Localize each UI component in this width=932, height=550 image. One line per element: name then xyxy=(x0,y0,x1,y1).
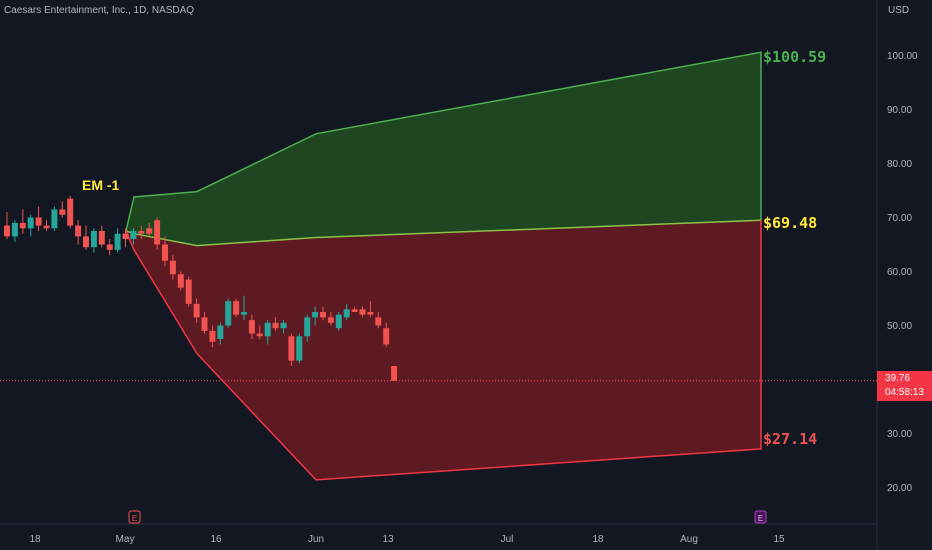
earnings-marker-label: E xyxy=(132,514,137,523)
candle-body xyxy=(51,209,58,229)
candle-body xyxy=(169,260,176,275)
candle-body xyxy=(130,231,137,240)
candle-body xyxy=(272,322,279,329)
time-axis-tick: Aug xyxy=(680,534,698,545)
price-axis[interactable]: 20.0030.0040.0050.0060.0070.0080.0090.00… xyxy=(887,51,918,494)
price-axis-tick: 80.00 xyxy=(887,159,912,170)
lower-target-label: $27.14 xyxy=(763,430,817,448)
candle-body xyxy=(217,325,224,339)
time-axis-tick: 13 xyxy=(382,534,394,545)
symbol-title[interactable]: Caesars Entertainment, Inc., 1D, NASDAQ xyxy=(4,5,195,16)
candle-body xyxy=(367,312,374,315)
earnings-marker-label: E xyxy=(758,514,763,523)
candle-body xyxy=(241,312,247,315)
candle-body xyxy=(11,222,18,237)
candle-body xyxy=(359,309,366,315)
candle-body xyxy=(248,320,255,334)
candle-body xyxy=(114,233,121,250)
candle-body xyxy=(27,217,34,229)
upper-band-fill xyxy=(126,52,761,246)
candle-body xyxy=(233,301,240,315)
price-axis-tick: 50.00 xyxy=(887,321,912,332)
candle-body xyxy=(193,303,200,318)
candle-body xyxy=(4,225,10,237)
candle-body xyxy=(375,317,382,326)
candle-body xyxy=(75,225,82,237)
candle-body xyxy=(312,312,319,318)
time-axis[interactable]: 18 May 16 Jun 13 Jul 18 Aug 15 xyxy=(29,534,785,545)
time-axis-tick: Jul xyxy=(501,534,514,545)
candle-body xyxy=(288,336,295,361)
candle-body xyxy=(335,314,342,329)
candle-body xyxy=(383,328,390,345)
candle-body xyxy=(209,330,216,342)
time-axis-tick: 16 xyxy=(210,534,222,545)
candle-body xyxy=(162,244,168,261)
time-axis-tick: May xyxy=(116,534,135,545)
candle-body xyxy=(256,333,263,337)
candle-body xyxy=(264,322,271,337)
candle-body xyxy=(154,220,161,245)
candle-body xyxy=(146,228,153,234)
mid-target-label: $69.48 xyxy=(763,214,817,232)
earnings-marker[interactable]: E xyxy=(128,510,141,524)
candle-body xyxy=(391,366,398,381)
candle-body xyxy=(59,209,66,215)
price-axis-tick: 20.00 xyxy=(887,483,912,494)
candle-body xyxy=(19,222,26,229)
time-axis-tick: 18 xyxy=(592,534,604,545)
candle-body xyxy=(90,231,97,248)
candle-body xyxy=(35,217,42,226)
time-axis-tick: Jun xyxy=(308,534,324,545)
em-label: EM -1 xyxy=(82,177,120,193)
price-axis-tick: 30.00 xyxy=(887,429,912,440)
candle-body xyxy=(320,312,326,318)
upper-target-label: $100.59 xyxy=(763,48,826,66)
candle-body xyxy=(280,322,287,329)
upper-band-line xyxy=(125,51,762,232)
candle-body xyxy=(296,336,303,361)
candlestick-series xyxy=(4,195,398,382)
candle-body xyxy=(43,225,50,229)
bar-countdown: 04:58:13 xyxy=(885,387,924,398)
candle-body xyxy=(304,317,311,337)
candle-body xyxy=(225,301,232,326)
candle-body xyxy=(351,309,358,312)
last-price-tag: 39.76 04:58:13 xyxy=(877,371,932,401)
price-axis-tick: 90.00 xyxy=(887,105,912,116)
last-price-value: 39.76 xyxy=(885,373,911,384)
candle-body xyxy=(122,233,129,240)
candle-body xyxy=(106,244,113,250)
time-axis-tick: 15 xyxy=(773,534,785,545)
candle-body xyxy=(177,274,184,288)
candle-body xyxy=(343,309,350,318)
candle-body xyxy=(327,317,334,323)
lower-band-fill xyxy=(126,220,761,480)
candle-body xyxy=(185,279,192,304)
time-axis-tick: 18 xyxy=(29,534,41,545)
currency-label: USD xyxy=(888,5,910,16)
price-axis-tick: 100.00 xyxy=(887,51,918,62)
candle-body xyxy=(201,317,208,331)
price-axis-tick: 70.00 xyxy=(887,213,912,224)
candle-body xyxy=(98,231,105,245)
lower-band-line xyxy=(125,220,762,481)
candle-body xyxy=(138,231,145,234)
earnings-marker[interactable]: E xyxy=(754,510,767,524)
candle-body xyxy=(67,198,74,226)
candle-body xyxy=(83,236,89,248)
price-axis-tick: 60.00 xyxy=(887,267,912,278)
